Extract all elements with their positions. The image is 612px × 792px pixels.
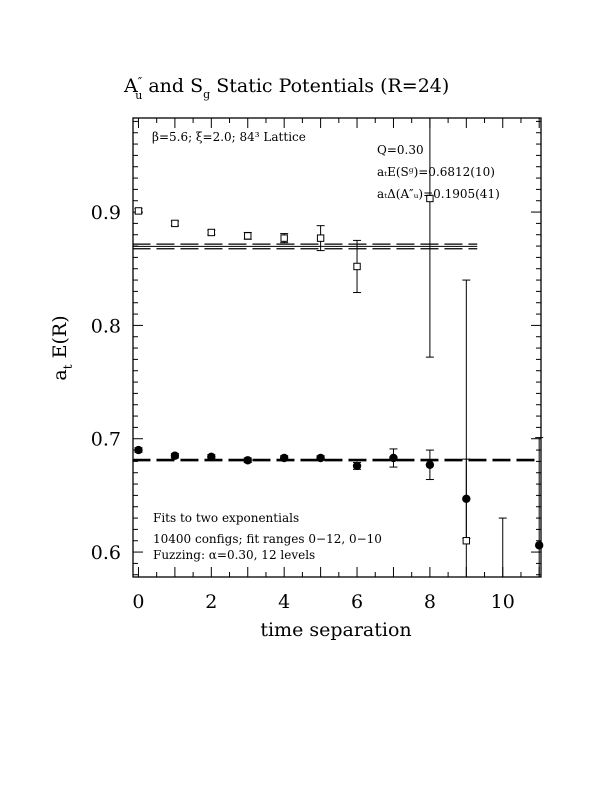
data-point-circle — [134, 445, 143, 455]
annotation-fits: Fits to two exponentials — [153, 511, 299, 525]
data-point-circle — [425, 460, 435, 469]
x-tick-label: 0 — [132, 591, 144, 613]
data-point-circle — [316, 453, 325, 463]
x-axis-label: time separation — [260, 619, 411, 641]
annotation-configs: 10400 configs; fit ranges 0−12, 0−10 — [153, 532, 382, 546]
data-point-circle — [534, 541, 544, 550]
y-tick-label: 0.9 — [91, 202, 121, 224]
data-point-square — [462, 537, 471, 545]
data-point-square — [280, 234, 288, 242]
x-tick-labels: 0 2 4 6 8 10 — [132, 591, 514, 613]
fit-lines — [132, 243, 540, 462]
x-tick-label: 10 — [491, 591, 515, 613]
plot-frame — [132, 117, 542, 578]
y-tick-labels: 0.6 0.7 0.8 0.9 — [91, 202, 121, 564]
annotation-e-sg: aₜE(Sᵍ)=0.6812(10) — [377, 165, 495, 179]
x-tick-label: 2 — [205, 591, 217, 613]
y-tick-label: 0.8 — [91, 315, 121, 337]
x-tick-label: 6 — [351, 591, 363, 613]
y-tick-label: 0.6 — [91, 542, 121, 564]
data-point-square — [353, 262, 361, 271]
data-point-circle — [170, 451, 180, 460]
data-point-square — [426, 194, 434, 203]
x-tick-label: 4 — [278, 591, 290, 613]
annotation-lattice: β=5.6; ξ=2.0; 84³ Lattice — [152, 130, 306, 144]
data-point-square — [244, 232, 252, 240]
data-point-circle — [352, 461, 362, 471]
data-point-circle — [389, 453, 398, 463]
annotation-delta-au: aₜΔ(A″ᵤ)=0.1905(41) — [377, 187, 500, 201]
data-point-circle — [279, 453, 289, 463]
data-point-square — [316, 234, 325, 242]
data-point-square — [207, 228, 216, 237]
y-axis-label: at E(R) — [49, 315, 75, 380]
annotation-fuzzing: Fuzzing: α=0.30, 12 levels — [153, 548, 315, 562]
x-tick-label: 8 — [424, 591, 436, 613]
data-point-square — [171, 219, 179, 228]
data-point-square — [134, 207, 143, 215]
data-point-circle — [207, 452, 216, 462]
chart-title: A″ u and Sg Static Potentials (R=24) — [123, 75, 449, 102]
series-squares — [134, 118, 507, 577]
y-tick-label: 0.7 — [91, 429, 121, 451]
data-point-circle — [243, 456, 252, 465]
annotation-q: Q=0.30 — [377, 143, 424, 157]
